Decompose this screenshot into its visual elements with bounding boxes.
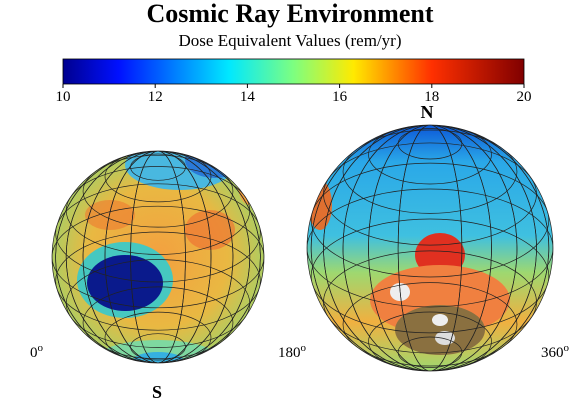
longitude-label: 360o (541, 342, 570, 361)
longitude-label: 180o (278, 342, 307, 361)
meridian (368, 125, 492, 371)
parallel (342, 282, 518, 367)
parallel (82, 154, 234, 228)
colorbar-tick-label: 16 (332, 89, 348, 105)
parallel (397, 128, 463, 160)
longitude-label: 0o (30, 342, 44, 361)
north-label: N (421, 102, 434, 122)
meridian (130, 151, 186, 363)
title: Cosmic Ray Environment (147, 0, 434, 28)
parallel (368, 311, 492, 371)
parallel (307, 188, 553, 308)
parallel (310, 162, 550, 278)
parallel (342, 129, 518, 214)
parallel (397, 336, 463, 368)
meridian (82, 151, 234, 363)
subtitle: Dose Equivalent Values (rem/yr) (179, 31, 402, 50)
right-globe (307, 125, 553, 371)
longitude-number: 360 (541, 345, 564, 361)
graticule (307, 125, 553, 371)
parallel (65, 259, 251, 348)
parallel (130, 153, 186, 181)
colorbar-tick-label: 20 (517, 89, 532, 105)
parallel (368, 125, 492, 185)
parallel (130, 333, 186, 361)
colorbar-tick-label: 18 (424, 89, 439, 105)
longitude-number: 0 (30, 345, 38, 361)
meridian (342, 125, 518, 371)
parallel (65, 166, 251, 255)
colorbar-tick-label: 14 (240, 89, 256, 105)
parallel (323, 250, 537, 354)
meridian (323, 125, 537, 371)
meridian (310, 125, 550, 371)
parallel (55, 231, 261, 331)
meridian (65, 151, 251, 363)
longitude-number: 180 (278, 345, 301, 361)
parallel (52, 205, 264, 309)
meridian (55, 151, 261, 363)
meridian (397, 125, 463, 371)
longitude-degree: o (564, 342, 570, 354)
colorbar-tick-label: 10 (56, 89, 71, 105)
parallel (82, 286, 234, 360)
colorbar-tick-label: 12 (148, 89, 163, 105)
longitude-degree: o (38, 342, 44, 354)
longitude-degree: o (301, 342, 307, 354)
parallel (104, 311, 212, 363)
parallel (55, 183, 261, 283)
parallel (323, 142, 537, 246)
parallel (104, 151, 212, 203)
parallel (310, 218, 550, 334)
graticule (52, 151, 264, 363)
left-globe (52, 151, 264, 363)
meridian (104, 151, 212, 363)
south-label: S (152, 382, 162, 402)
colorbar (62, 58, 525, 85)
